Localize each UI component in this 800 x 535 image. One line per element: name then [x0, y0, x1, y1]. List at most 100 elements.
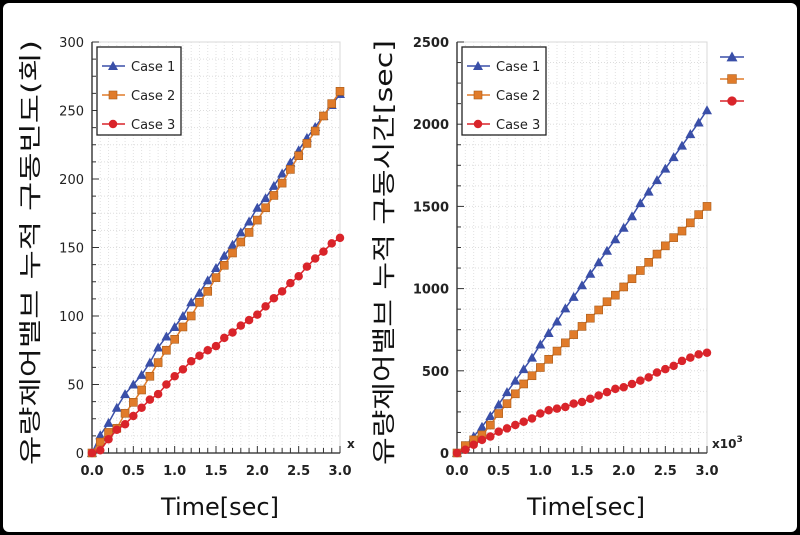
data-point [661, 241, 670, 251]
data-point [186, 311, 196, 321]
data-point [569, 399, 578, 408]
data-point [619, 382, 628, 392]
y-tick-label: 150 [59, 242, 84, 257]
x-tick-label: 1.0 [529, 464, 552, 479]
data-point [260, 193, 271, 203]
data-point [511, 389, 520, 399]
data-point [594, 305, 603, 315]
data-point [652, 368, 662, 377]
x-tick-label: 2.0 [612, 464, 635, 479]
data-point [319, 247, 328, 256]
data-point [112, 425, 122, 434]
data-point [302, 139, 312, 148]
data-point [319, 111, 328, 121]
data-point [153, 389, 163, 399]
data-point [261, 302, 270, 311]
data-point [286, 165, 295, 174]
data-point [527, 414, 537, 423]
data-point [194, 287, 205, 297]
y-tick-label: 100 [59, 310, 84, 325]
x-tick-label: 1.0 [163, 464, 186, 479]
data-point [669, 361, 678, 371]
data-point [111, 402, 122, 412]
data-point [268, 180, 279, 190]
data-point [594, 391, 603, 400]
data-point [661, 364, 670, 374]
y-tick-label: 2000 [413, 118, 449, 133]
data-point [335, 87, 345, 96]
data-point [694, 210, 703, 219]
x-tick-label: 0.0 [445, 464, 468, 479]
data-point [494, 427, 503, 436]
data-point [519, 379, 528, 389]
data-point [677, 356, 687, 366]
data-point [244, 228, 254, 237]
data-point [235, 227, 246, 237]
data-point [269, 293, 279, 303]
x-tick-label: 0.5 [487, 464, 510, 479]
data-point [220, 333, 229, 343]
x-tick-label: 1.5 [204, 464, 227, 479]
data-point [327, 99, 337, 108]
data-point [669, 233, 678, 242]
data-point [277, 168, 288, 178]
data-point [686, 218, 695, 228]
data-point [668, 152, 679, 162]
data-point [552, 404, 562, 413]
x-tick-label: 3.0 [695, 464, 718, 479]
data-point [577, 322, 587, 331]
data-point [627, 379, 637, 389]
data-point [136, 369, 147, 379]
data-point [203, 287, 213, 296]
data-point [120, 419, 130, 429]
data-point [227, 239, 238, 249]
data-point [511, 420, 520, 430]
data-point [177, 311, 188, 320]
data-point [103, 417, 114, 427]
data-point [635, 198, 646, 208]
data-point [302, 262, 312, 271]
legend-marker [108, 90, 118, 100]
data-point [244, 315, 254, 325]
data-point [211, 341, 221, 351]
data-point [494, 409, 503, 418]
legend-marker [473, 61, 483, 70]
data-point [461, 445, 470, 454]
chart-2: 0 500 1000 1500 2000 2500 0.0 0.5 1.0 1.5 2.0 2.5 3.… [370, 36, 744, 521]
legend-marker [108, 119, 118, 129]
data-point [677, 226, 687, 236]
y-tick-label: 200 [59, 173, 84, 188]
data-point [178, 322, 188, 332]
data-point [552, 316, 562, 326]
data-point [485, 411, 496, 421]
data-point [518, 364, 529, 374]
data-point [202, 275, 213, 285]
legend-marker [473, 90, 483, 100]
data-point [610, 234, 621, 244]
data-point [277, 178, 287, 188]
data-point [602, 245, 612, 255]
data-point [195, 297, 204, 307]
data-point [652, 175, 662, 185]
data-point [486, 432, 495, 441]
data-point [627, 211, 637, 221]
data-point [502, 399, 512, 408]
data-point [519, 417, 528, 427]
series-case-3 [452, 348, 712, 458]
data-point [569, 330, 578, 339]
chart-1: 0 50 100 150 200 250 300 0.0 0.5 1.0 1.5 2.0 2.5 3.0 T… [18, 36, 355, 521]
data-point [95, 430, 106, 440]
data-point [145, 395, 155, 404]
data-point [169, 321, 180, 331]
data-point [286, 278, 295, 288]
data-point [502, 387, 512, 397]
data-point [137, 403, 146, 413]
y-tick-label: 2500 [413, 36, 449, 51]
data-point [702, 105, 712, 115]
y-tick-label: 50 [67, 379, 84, 394]
series-case-2 [87, 87, 345, 458]
x-axis-label: Time[sec] [526, 493, 645, 521]
data-point [162, 345, 171, 355]
data-point [585, 268, 596, 278]
data-point [294, 151, 303, 161]
